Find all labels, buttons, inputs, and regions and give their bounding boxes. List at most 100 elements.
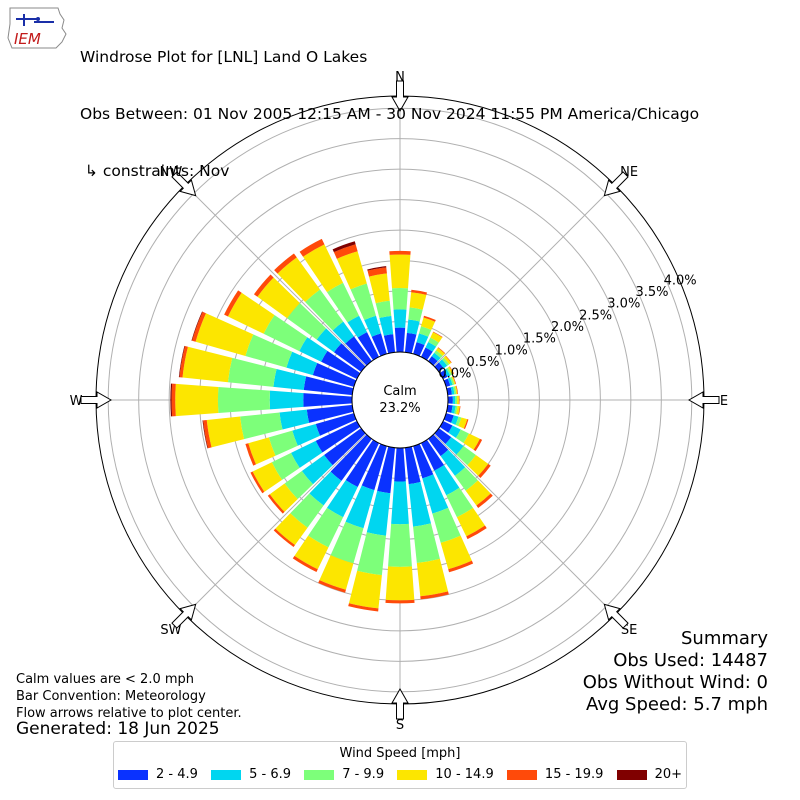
flow-arrow-icon — [391, 687, 409, 720]
wind-bar-segment — [440, 449, 466, 476]
wind-bar-segment — [447, 366, 454, 375]
wind-bar-segment — [315, 413, 357, 436]
wind-bar-segment — [206, 416, 245, 448]
wind-bar-segment — [445, 437, 464, 455]
wind-bar-segment — [299, 238, 325, 257]
wind-bar-segment — [170, 383, 173, 417]
wind-bar-segment — [273, 528, 296, 548]
legend-label: 15 - 19.9 — [544, 767, 604, 782]
grid-spoke — [433, 433, 616, 616]
wind-bar-segment — [227, 357, 277, 387]
wind-bar-segment — [430, 332, 443, 343]
wind-bar-segment — [315, 420, 361, 453]
wind-bar-segment — [476, 493, 493, 509]
flow-arrow-icon — [171, 603, 197, 629]
wind-bar-segment — [303, 244, 344, 293]
wind-bar-segment — [371, 333, 387, 357]
wind-bar-segment — [330, 521, 364, 564]
wind-bar-segment — [446, 367, 452, 376]
wind-bar-segment — [369, 273, 390, 304]
direction-label: S — [396, 718, 404, 733]
radial-tick-label: 0.5% — [467, 355, 500, 370]
wind-bar-segment — [448, 560, 474, 573]
wind-bar-segment — [432, 331, 443, 338]
wind-bar-segment — [273, 369, 307, 391]
wind-bar-segment — [408, 307, 423, 322]
wind-bar-segment — [248, 437, 276, 465]
wind-bar-segment — [275, 513, 308, 546]
radial-tick-label: 1.5% — [523, 332, 556, 347]
wind-bar-segment — [345, 336, 372, 366]
generated-date: Generated: 18 Jun 2025 — [16, 719, 220, 739]
wind-bar-segment — [324, 428, 366, 466]
wind-bar-segment — [279, 409, 310, 430]
wind-bar-segment — [411, 289, 427, 295]
wind-bar-segment — [175, 383, 219, 417]
wind-bar-segment — [420, 591, 449, 600]
wind-bar-segment — [455, 416, 462, 427]
wind-bar-segment — [420, 317, 436, 331]
legend-swatch — [211, 769, 242, 780]
wind-bar-segment — [389, 250, 411, 255]
summary-title: Summary — [681, 628, 768, 649]
wind-bar-segment — [348, 603, 379, 612]
wind-bar-segment — [425, 342, 437, 352]
legend-item: 15 - 19.9 — [506, 767, 604, 782]
legend-item: 2 - 4.9 — [118, 767, 198, 782]
wind-bar-segment — [463, 433, 480, 450]
wind-bar-segment — [447, 377, 453, 386]
wind-bar-segment — [267, 494, 285, 514]
legend-swatch — [506, 769, 537, 780]
wind-bar-segment — [465, 480, 491, 506]
wind-bar-segment — [463, 419, 469, 430]
wind-bar-segment — [217, 386, 271, 414]
wind-bar-segment — [305, 289, 344, 331]
wind-bar-segment — [456, 385, 459, 395]
wind-bar-segment — [388, 523, 412, 567]
wind-bar-segment — [375, 300, 392, 318]
summary-avg-speed: Avg Speed: 5.7 mph — [586, 694, 768, 715]
legend-label: 7 - 9.9 — [342, 767, 385, 782]
legend-title: Wind Speed [mph] — [339, 746, 461, 761]
calm-value: 23.2% — [379, 401, 420, 416]
wind-bar-segment — [330, 434, 372, 481]
wind-bar-segment — [312, 362, 357, 387]
wind-bar-segment — [332, 241, 356, 253]
summary-obs-used: Obs Used: 14487 — [613, 650, 768, 671]
radial-tick-label: 2.0% — [551, 320, 584, 335]
wind-bar-segment — [434, 350, 443, 359]
calm-circle — [351, 351, 449, 449]
wind-bar-segment — [345, 439, 380, 488]
wind-bar-segment — [333, 244, 358, 259]
wind-bar-segment — [321, 350, 361, 380]
wind-bar-segment — [458, 417, 468, 429]
wind-bar-segment — [333, 343, 366, 372]
wind-bar-segment — [428, 337, 439, 347]
wind-bar-segment — [466, 525, 487, 540]
wind-bar-segment — [245, 443, 257, 466]
wind-bar-segment — [347, 315, 368, 338]
wind-bar-segment — [409, 292, 427, 310]
wind-bar-segment — [284, 471, 314, 500]
calm-label: Calm — [383, 384, 416, 399]
wind-bar-segment — [182, 346, 233, 383]
wind-bar-segment — [385, 599, 415, 604]
wind-bar-segment — [389, 254, 411, 289]
grid-spoke — [184, 433, 367, 616]
wind-bar-segment — [191, 311, 203, 341]
notes-panel: Calm values are < 2.0 mph Bar Convention… — [16, 671, 242, 722]
legend-item: 5 - 6.9 — [211, 767, 291, 782]
legend-items: 2 - 4.9 5 - 6.9 7 - 9.9 10 - 14.9 15 - 1… — [118, 767, 682, 782]
wind-bar-segment — [416, 333, 429, 346]
radial-tick-label: 0.0% — [438, 367, 471, 382]
wind-bar-segment — [443, 378, 451, 387]
wind-bar-segment — [455, 395, 458, 405]
wind-bar-segment — [451, 376, 456, 385]
legend-label: 5 - 6.9 — [249, 767, 291, 782]
wind-bar-segment — [454, 405, 458, 415]
wind-bar-segment — [299, 337, 328, 362]
wind-bar-segment — [377, 446, 396, 494]
wind-bar-segment — [291, 440, 323, 468]
wind-bar-segment — [171, 383, 176, 417]
radial-tick-label: 4.0% — [664, 273, 697, 288]
